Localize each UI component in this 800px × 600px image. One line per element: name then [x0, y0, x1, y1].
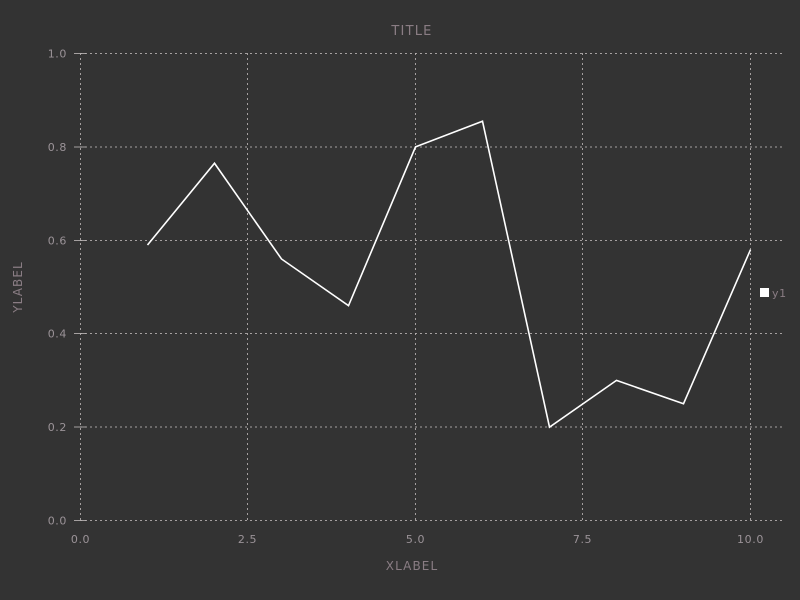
legend-label-y1: y1	[772, 287, 787, 300]
x-tick-label: 7.5	[573, 533, 592, 546]
x-tick-label: 2.5	[238, 533, 257, 546]
legend[interactable]: y1	[760, 287, 787, 300]
y-tick-label: 0.4	[48, 328, 67, 341]
x-tick-label: 10.0	[737, 533, 764, 546]
y-tick-label: 0.8	[48, 141, 67, 154]
x-tick-label: 0.0	[71, 533, 90, 546]
y-tick-label: 0.0	[48, 515, 67, 528]
series-line-y1	[146, 120, 752, 429]
x-axis: 0.0 2.5 5.0 7.5 10.0	[71, 533, 764, 546]
plot-series-group	[146, 120, 752, 429]
x-tick-label: 5.0	[406, 533, 425, 546]
legend-swatch-square-marker	[760, 288, 769, 297]
y-axis: 0.0 0.2 0.4 0.6 0.8 1.0	[48, 48, 86, 528]
y-axis-label: YLABEL	[11, 261, 25, 314]
y-gridlines	[80, 53, 782, 521]
y-tick-label: 1.0	[48, 48, 67, 61]
x-axis-label: XLABEL	[386, 559, 439, 573]
y-tick-label: 0.2	[48, 421, 67, 434]
chart-title: TITLE	[390, 24, 432, 39]
y-tick-label: 0.6	[48, 234, 67, 247]
